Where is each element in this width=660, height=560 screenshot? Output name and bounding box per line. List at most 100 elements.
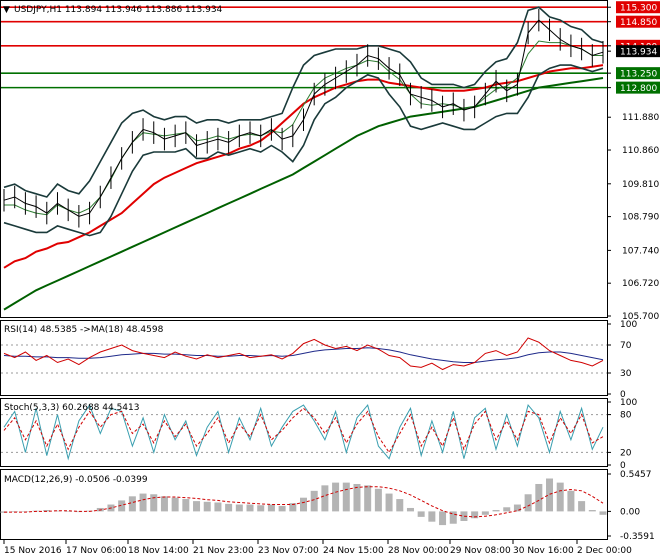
price-ytick-label: 111.880: [622, 113, 659, 123]
macd-histogram-bar: [567, 490, 575, 512]
stoch-panel-title: Stoch(5,3,3) 60.2688 44.5413: [4, 403, 139, 413]
level-price-tag: [616, 81, 660, 94]
macd-histogram-bar: [193, 501, 201, 512]
price-ytick-label: 106.720: [622, 279, 659, 289]
macd-histogram-bar: [439, 511, 447, 526]
macd-signal-line: [4, 486, 604, 518]
moving-average-green-line: [3, 77, 604, 311]
level-price-label: 112.800: [620, 84, 657, 94]
stochastic-plot: [1, 404, 607, 461]
macd-histogram-bar: [578, 501, 586, 512]
macd-histogram-bar: [332, 482, 340, 512]
macd-histogram-bar: [267, 504, 275, 512]
macd-histogram-bar: [257, 505, 265, 512]
rsi-ytick-label: 70: [620, 341, 632, 351]
stoch-panel-frame: [0, 398, 608, 467]
macd-ytick-label: 0.00: [620, 507, 640, 517]
macd-histogram-bar: [203, 501, 211, 512]
macd-histogram-bar: [396, 499, 404, 512]
current-price-tag: [616, 45, 660, 58]
macd-plot: [0, 478, 607, 526]
price-plot: [1, 6, 607, 311]
macd-histogram-bar: [556, 482, 564, 512]
x-tick-label: 23 Nov 07:00: [258, 546, 319, 556]
macd-histogram-bar: [385, 493, 393, 512]
rsi-plot: [1, 337, 607, 374]
macd-histogram-bar: [471, 511, 479, 519]
macd-histogram-bar: [214, 502, 222, 512]
rsi-panel-title: RSI(14) 48.5385 ->MA(18) 48.4598: [4, 325, 164, 335]
macd-histogram-bar: [246, 504, 254, 512]
macd-histogram-bar: [235, 504, 243, 512]
macd-ytick-label: 0.5457: [620, 470, 652, 480]
macd-histogram-bar: [225, 503, 233, 512]
stoch-ytick-label: 100: [620, 398, 637, 408]
macd-histogram-bar: [289, 503, 297, 512]
price-line: [3, 19, 604, 217]
rsi-line: [3, 337, 604, 371]
collapse-triangle-icon[interactable]: ▼: [3, 5, 10, 15]
macd-histogram-bar: [342, 482, 350, 512]
bollinger-upper-band: [3, 6, 604, 198]
macd-histogram-bar: [171, 497, 179, 512]
rsi-ytick-label: 30: [620, 369, 632, 379]
macd-histogram-bar: [160, 496, 168, 512]
x-tick-label: 2 Dec 00:00: [577, 546, 632, 556]
macd-histogram-bar: [588, 510, 596, 512]
macd-histogram-bar: [64, 511, 72, 512]
rsi-panel-frame: [0, 320, 608, 396]
macd-histogram-bar: [417, 511, 425, 517]
macd-histogram-bar: [353, 483, 361, 512]
price-panel-title: USDJPY,H1 113.894 113.946 113.886 113.93…: [14, 5, 223, 15]
macd-histogram-bar: [449, 511, 457, 524]
macd-histogram-bar: [460, 511, 468, 521]
macd-ytick-label: -0.3591: [620, 532, 655, 542]
macd-histogram-bar: [364, 485, 372, 512]
price-ytick-label: 109.810: [622, 180, 659, 190]
rsi-ytick-label: 0: [620, 390, 626, 400]
rsi-ytick-label: 100: [620, 320, 637, 330]
stoch-ytick-label: 0: [620, 461, 626, 471]
level-price-tag: [616, 1, 660, 14]
x-tick-label: 18 Nov 14:00: [128, 546, 189, 556]
x-tick-label: 17 Nov 06:00: [66, 546, 127, 556]
macd-histogram-bar: [182, 499, 190, 512]
macd-histogram-bar: [546, 478, 554, 512]
macd-histogram-bar: [300, 497, 307, 512]
level-price-tag: [616, 15, 660, 28]
bollinger-lower-band: [3, 64, 604, 237]
macd-histogram-bar: [481, 511, 489, 515]
macd-histogram-bar: [503, 507, 511, 512]
axes: 115.300114.850114.100113.934113.250112.8…: [3, 1, 660, 556]
level-price-label: 113.250: [620, 70, 657, 80]
macd-histogram-bar: [428, 511, 436, 522]
macd-histogram-bar: [406, 507, 414, 512]
x-tick-label: 24 Nov 15:00: [323, 546, 384, 556]
macd-histogram-bar: [535, 483, 543, 512]
level-price-tag: [616, 67, 660, 80]
level-price-label: 115.300: [620, 4, 657, 14]
macd-histogram-bar: [524, 494, 532, 512]
macd-histogram-bar: [75, 511, 83, 513]
macd-histogram-bar: [310, 490, 318, 512]
macd-histogram-bar: [321, 485, 329, 512]
stoch-ytick-label: 20: [620, 448, 632, 458]
x-tick-label: 30 Nov 16:00: [513, 546, 574, 556]
stoch-ytick-label: 80: [620, 411, 632, 421]
stoch-main-line: [3, 404, 604, 461]
macd-histogram-bar: [139, 493, 147, 512]
macd-histogram-bar: [128, 496, 136, 512]
price-ytick-label: 105.700: [622, 312, 659, 322]
macd-histogram-bar: [43, 510, 51, 512]
macd-histogram-bar: [53, 510, 61, 512]
stoch-signal-line: [3, 407, 604, 454]
price-panel-frame: [0, 0, 608, 318]
macd-histogram-bar: [278, 505, 286, 512]
x-tick-label: 29 Nov 08:00: [450, 546, 511, 556]
price-ytick-label: 110.860: [622, 146, 659, 156]
rsi-ma-line: [3, 347, 604, 363]
macd-panel-title: MACD(12,26,9) -0.0506 -0.0399: [4, 475, 148, 485]
level-price-label: 114.850: [620, 18, 657, 28]
macd-histogram-bar: [513, 504, 521, 512]
